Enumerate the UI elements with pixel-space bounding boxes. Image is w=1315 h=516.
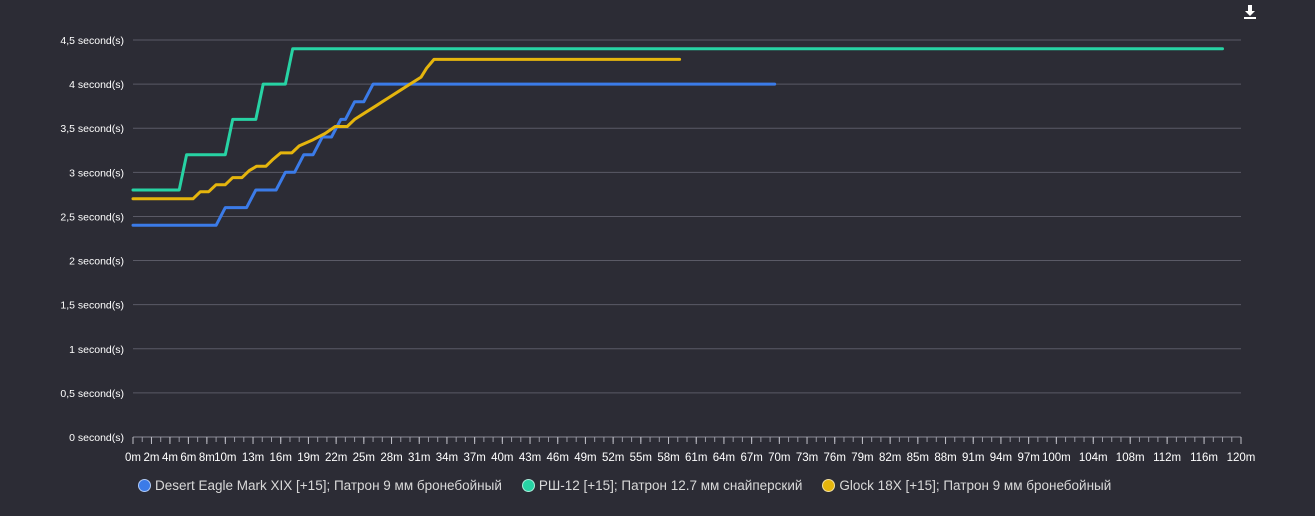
x-tick-label: 55m <box>630 452 652 464</box>
y-tick-label: 0,5 second(s) <box>60 388 124 400</box>
x-tick-label: 120m <box>1227 452 1256 464</box>
legend-swatch <box>521 479 535 492</box>
y-axis-tick-labels: 0 second(s) 0,5 second(s) 1 second(s) 1,5 s… <box>60 35 124 444</box>
x-tick-label: 67m <box>740 452 762 464</box>
x-tick-label: 58m <box>657 452 679 464</box>
x-tick-label: 49m <box>574 452 596 464</box>
x-tick-label: 97m <box>1017 452 1039 464</box>
y-tick-label: 3,5 second(s) <box>60 123 124 135</box>
x-tick-label: 104m <box>1079 452 1108 464</box>
x-tick-label: 28m <box>380 452 402 464</box>
x-tick-label: 25m <box>353 452 375 464</box>
legend-item-desert-eagle[interactable]: Desert Eagle Mark XIX [+15]; Патрон 9 мм… <box>138 478 502 493</box>
legend-item-glock-18x[interactable]: Glock 18X [+15]; Патрон 9 мм бронебойный <box>822 478 1111 493</box>
x-tick-label: 64m <box>713 452 735 464</box>
series-line-0[interactable] <box>131 82 777 227</box>
legend-swatch <box>822 479 836 492</box>
x-tick-label: 52m <box>602 452 624 464</box>
x-tick-label: 43m <box>519 452 541 464</box>
chart-legend: Desert Eagle Mark XIX [+15]; Патрон 9 мм… <box>138 478 1131 493</box>
x-tick-label: 85m <box>907 452 929 464</box>
x-tick-label: 8m <box>199 452 215 464</box>
legend-label: Glock 18X [+15]; Патрон 9 мм бронебойный <box>839 478 1112 493</box>
x-tick-label: 10m <box>214 452 236 464</box>
x-tick-label: 112m <box>1153 452 1181 464</box>
x-tick-label: 94m <box>990 452 1012 464</box>
legend-label: Desert Eagle Mark XIX [+15]; Патрон 9 мм… <box>155 478 502 493</box>
y-tick-label: 2 second(s) <box>69 256 124 268</box>
x-axis: 0m 2m 4m 6m 8m 10m 13m 16m 19m 22m 25m 28m 31m 34m 37m… <box>125 437 1255 464</box>
y-tick-label: 1 second(s) <box>69 344 124 356</box>
y-tick-label: 3 second(s) <box>69 167 124 179</box>
x-tick-label: 34m <box>436 452 458 464</box>
x-tick-label: 73m <box>796 452 818 464</box>
series-line-1[interactable] <box>131 47 1224 192</box>
x-tick-label: 70m <box>768 452 790 464</box>
x-tick-label: 91m <box>962 452 984 464</box>
grid-lines <box>133 39 1241 438</box>
y-tick-label: 4 second(s) <box>69 79 124 91</box>
x-tick-label: 79m <box>851 452 873 464</box>
download-arrow-icon <box>1244 5 1256 19</box>
x-tick-label: 37m <box>463 452 485 464</box>
x-tick-label: 0m <box>125 452 141 464</box>
x-tick-label: 76m <box>824 452 846 464</box>
y-tick-label: 1,5 second(s) <box>60 300 124 312</box>
x-tick-label: 6m <box>180 452 196 464</box>
x-tick-label: 4m <box>162 452 178 464</box>
x-tick-label: 19m <box>297 452 319 464</box>
x-tick-label: 88m <box>934 452 956 464</box>
x-tick-label: 22m <box>325 452 347 464</box>
x-tick-label: 13m <box>242 452 264 464</box>
x-tick-label: 116m <box>1190 452 1218 464</box>
series-lines <box>131 47 1224 227</box>
series-line-2[interactable] <box>131 57 682 201</box>
x-tick-label: 82m <box>879 452 901 464</box>
x-tick-label: 31m <box>408 452 430 464</box>
x-tick-label: 16m <box>270 452 292 464</box>
x-tick-label: 2m <box>143 452 159 464</box>
x-tick-label: 100m <box>1042 452 1071 464</box>
x-tick-label: 40m <box>491 452 513 464</box>
x-tick-label: 61m <box>685 452 707 464</box>
y-tick-label: 0 second(s) <box>69 432 124 444</box>
x-tick-label: 108m <box>1116 452 1145 464</box>
legend-item-rsh-12[interactable]: РШ-12 [+15]; Патрон 12.7 мм снайперский <box>521 478 803 493</box>
legend-label: РШ-12 [+15]; Патрон 12.7 мм снайперский <box>538 478 803 493</box>
y-tick-label: 4,5 second(s) <box>60 35 124 47</box>
legend-swatch <box>138 479 151 492</box>
x-tick-label: 46m <box>547 452 569 464</box>
download-icon[interactable] <box>1240 2 1260 22</box>
y-tick-label: 2,5 second(s) <box>60 211 124 223</box>
